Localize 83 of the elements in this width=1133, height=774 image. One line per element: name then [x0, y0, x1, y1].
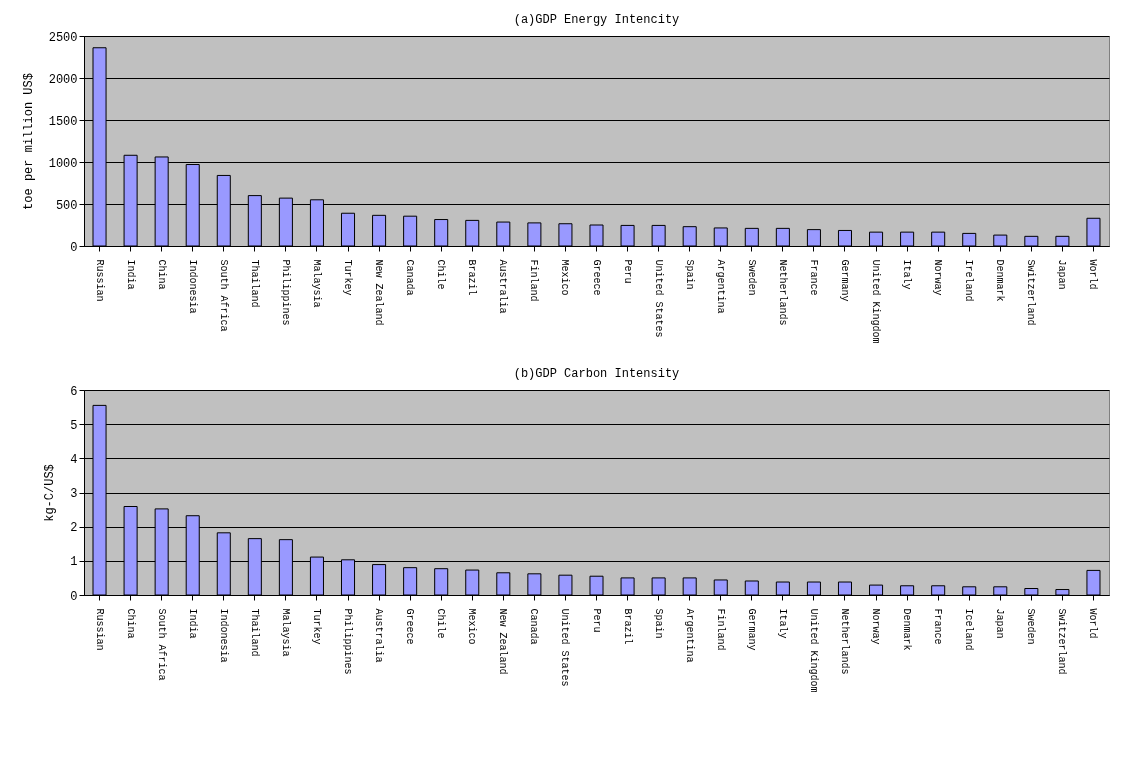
x-tick-label: Italy [776, 608, 788, 639]
x-tick-label: Germany [745, 608, 757, 651]
y-tick-label: 0 [70, 240, 78, 255]
x-tick-label: Greece [590, 259, 602, 296]
x-tick-label: Mexico [559, 259, 571, 296]
x-tick-label: Netherlands [776, 259, 788, 326]
x-tick-label: New Zealand [497, 608, 509, 675]
y-axis-title: toe per million US$ [21, 73, 36, 210]
x-tick-label: New Zealand [373, 259, 385, 326]
x-tick-label: Finland [528, 259, 540, 302]
x-tick-label: Malaysia [279, 608, 291, 657]
x-tick-label: China [124, 608, 136, 639]
x-tick-label: Norway [870, 608, 882, 645]
x-tick-label: South Africa [217, 259, 229, 332]
x-tick-label: Japan [994, 608, 1006, 639]
x-tick-label: Finland [714, 608, 726, 651]
x-tick-label: Spain [652, 608, 664, 639]
y-tick-label: 2000 [48, 72, 78, 87]
x-tick-label: Argentina [683, 608, 695, 663]
x-tick-label: Brazil [466, 259, 478, 296]
x-tick-label: Philippines [342, 608, 354, 675]
x-tick-label: Greece [404, 608, 416, 645]
x-tick-label: Thailand [248, 608, 260, 657]
x-tick-label: Argentina [714, 259, 726, 314]
y-tick-label: 2 [70, 521, 78, 536]
chart-title: (a)GDP Energy Intencity [513, 13, 680, 27]
x-tick-label: Canada [528, 608, 540, 645]
x-tick-label: China [155, 259, 167, 290]
x-tick-label: Japan [1056, 259, 1068, 290]
x-tick-label: France [807, 259, 819, 296]
x-tick-label: Norway [932, 259, 944, 296]
y-tick-label: 2500 [48, 30, 78, 45]
x-tick-label: Switzerland [1025, 259, 1037, 326]
x-tick-label: Turkey [310, 608, 322, 645]
x-tick-label: World [1087, 608, 1099, 639]
x-tick-label: Australia [497, 259, 509, 314]
x-tick-label: Denmark [994, 259, 1006, 302]
y-axis-title: kg-C/US$ [43, 464, 58, 522]
y-tick-label: 4 [70, 452, 78, 467]
x-tick-label: Spain [683, 259, 695, 290]
x-tick-label: India [124, 259, 136, 290]
x-tick-label: France [932, 608, 944, 645]
x-tick-label: Switzerland [1056, 608, 1068, 675]
x-tick-label: Ireland [963, 259, 975, 302]
x-tick-label: United States [559, 608, 571, 687]
x-tick-label: Sweden [745, 259, 757, 296]
x-tick-label: Iceland [963, 608, 975, 651]
x-tick-label: United Kingdom [870, 259, 882, 344]
x-tick-label: United States [652, 259, 664, 338]
x-tick-label: Peru [590, 608, 602, 633]
x-tick-label: Germany [838, 259, 850, 302]
x-tick-label: Turkey [342, 259, 354, 296]
x-tick-label: Peru [621, 259, 633, 284]
x-tick-label: Thailand [248, 259, 260, 308]
chart-title: (b)GDP Carbon Intensity [513, 367, 680, 381]
x-tick-label: Indonesia [186, 259, 198, 314]
x-tick-label: Russian [93, 259, 105, 302]
x-tick-label: Sweden [1025, 608, 1037, 645]
x-tick-label: Netherlands [838, 608, 850, 675]
y-tick-label: 1 [70, 555, 78, 570]
y-tick-label: 0 [70, 589, 78, 604]
x-tick-label: South Africa [155, 608, 167, 681]
x-tick-label: World [1087, 259, 1099, 290]
x-tick-label: Russian [93, 608, 105, 651]
x-tick-label: Denmark [901, 608, 913, 651]
x-tick-label: Philippines [279, 259, 291, 326]
x-tick-label: Australia [373, 608, 385, 663]
x-tick-label: United Kingdom [807, 608, 819, 693]
y-tick-label: 1500 [48, 114, 78, 129]
x-tick-label: Indonesia [217, 608, 229, 663]
x-tick-label: Malaysia [310, 259, 322, 308]
x-tick-label: Brazil [621, 608, 633, 645]
x-tick-label: India [186, 608, 198, 639]
y-tick-label: 3 [70, 487, 78, 501]
x-tick-label: Chile [435, 608, 447, 639]
y-tick-label: 6 [70, 384, 78, 399]
x-tick-label: Italy [901, 259, 913, 290]
x-tick-label: Canada [404, 259, 416, 296]
y-tick-label: 1000 [48, 156, 78, 171]
x-tick-label: Mexico [466, 608, 478, 645]
y-tick-label: 500 [55, 198, 78, 213]
y-tick-label: 5 [70, 418, 78, 433]
x-tick-label: Chile [435, 259, 447, 290]
